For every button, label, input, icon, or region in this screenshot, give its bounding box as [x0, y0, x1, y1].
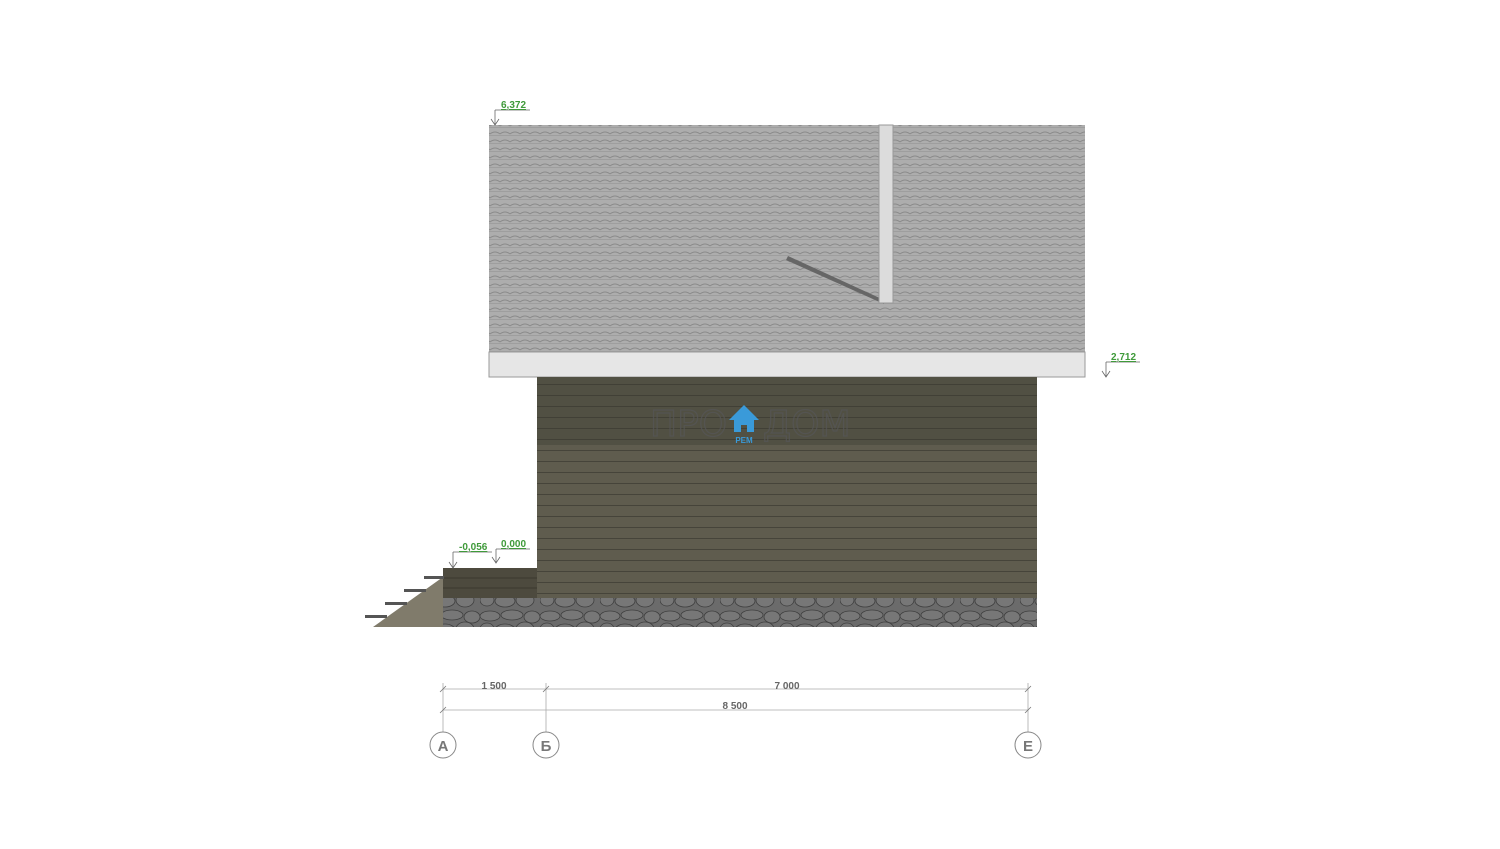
level-mark-floor: 0,000	[501, 539, 526, 550]
axis-label-a: А	[438, 738, 449, 755]
level-mark-ridge: 6,372	[501, 100, 526, 111]
house-wall	[537, 377, 1037, 627]
logo-subtext: РЕМ	[735, 436, 753, 445]
axis-bubble-a	[429, 731, 457, 759]
logo-text-left: ПРО	[650, 404, 727, 445]
roof	[488, 124, 1086, 378]
roof-fascia	[488, 351, 1086, 378]
house-icon	[729, 405, 759, 432]
logo-text-right: ДОМ	[763, 404, 851, 445]
level-mark-porch: -0,056	[459, 542, 488, 553]
stair-stringer	[373, 577, 443, 627]
stair-treads	[365, 576, 444, 618]
stone-foundation	[537, 598, 1037, 627]
axis-label-e: Е	[1023, 738, 1033, 755]
chimney-shadow	[786, 256, 884, 304]
dimension-porch: 1 500	[481, 681, 506, 692]
axis-bubble-e	[1014, 731, 1042, 759]
level-mark-eave: 2,712	[1111, 352, 1136, 363]
chimney-pipe	[878, 124, 894, 304]
dimension-house: 7 000	[774, 681, 799, 692]
porch	[365, 568, 537, 627]
axis-bubble-b	[532, 731, 560, 759]
dimension-total: 8 500	[722, 701, 747, 712]
dimension-lines	[439, 683, 1032, 732]
axis-label-b: Б	[541, 738, 552, 755]
watermark-logo: ПРО ДОМ РЕМ	[649, 403, 851, 445]
